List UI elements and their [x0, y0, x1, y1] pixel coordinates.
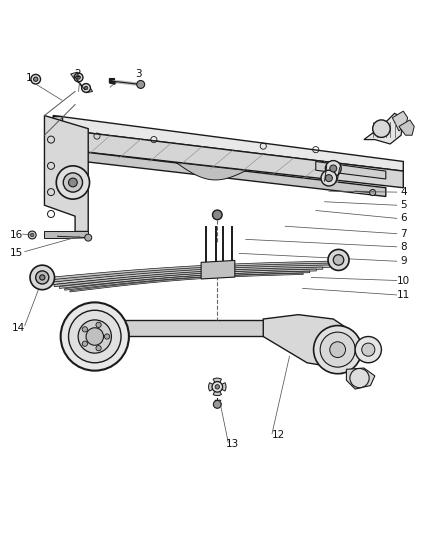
Circle shape	[212, 382, 222, 392]
Circle shape	[78, 320, 111, 353]
Circle shape	[30, 233, 34, 237]
Circle shape	[39, 275, 45, 280]
Polygon shape	[359, 341, 378, 361]
Polygon shape	[363, 114, 403, 144]
Polygon shape	[212, 387, 221, 395]
Circle shape	[84, 86, 88, 90]
Circle shape	[30, 265, 54, 290]
Text: 4: 4	[399, 187, 406, 197]
Circle shape	[81, 84, 90, 92]
Polygon shape	[398, 120, 413, 135]
Circle shape	[332, 255, 343, 265]
Polygon shape	[53, 128, 403, 188]
Polygon shape	[315, 161, 385, 179]
Circle shape	[329, 165, 336, 172]
Text: 2: 2	[74, 69, 81, 79]
Circle shape	[31, 75, 40, 84]
Text: 7: 7	[399, 229, 406, 239]
Circle shape	[74, 73, 83, 82]
Text: 13: 13	[226, 439, 239, 449]
Text: 14: 14	[11, 323, 25, 333]
Circle shape	[354, 336, 381, 363]
Text: 5: 5	[399, 200, 406, 210]
Circle shape	[96, 322, 101, 327]
Circle shape	[28, 231, 36, 239]
Circle shape	[349, 368, 368, 387]
Circle shape	[327, 249, 348, 270]
Text: 6: 6	[399, 213, 406, 223]
Circle shape	[82, 327, 87, 332]
Circle shape	[56, 166, 89, 199]
Circle shape	[86, 328, 103, 345]
Polygon shape	[71, 72, 81, 80]
Circle shape	[96, 345, 101, 351]
Text: 3: 3	[135, 69, 141, 79]
Circle shape	[213, 400, 221, 408]
Circle shape	[361, 343, 374, 356]
Polygon shape	[201, 261, 234, 279]
Polygon shape	[53, 116, 62, 197]
Circle shape	[33, 77, 38, 82]
Text: 8: 8	[399, 242, 406, 252]
Text: 10: 10	[396, 276, 409, 286]
Circle shape	[320, 170, 336, 186]
Polygon shape	[263, 314, 354, 374]
Polygon shape	[212, 378, 221, 387]
Text: 11: 11	[396, 290, 409, 300]
Circle shape	[329, 342, 345, 358]
Polygon shape	[53, 116, 403, 171]
Circle shape	[137, 80, 145, 88]
Circle shape	[325, 175, 332, 182]
Circle shape	[319, 332, 354, 367]
Circle shape	[215, 385, 219, 389]
Circle shape	[104, 334, 110, 339]
Circle shape	[313, 326, 361, 374]
Circle shape	[372, 120, 389, 138]
Circle shape	[369, 189, 375, 196]
Polygon shape	[346, 368, 374, 389]
Circle shape	[85, 234, 92, 241]
Polygon shape	[208, 383, 217, 391]
Circle shape	[325, 160, 340, 176]
Polygon shape	[81, 85, 92, 93]
Circle shape	[35, 271, 49, 284]
Circle shape	[82, 341, 87, 346]
Polygon shape	[44, 116, 88, 231]
Text: 15: 15	[9, 248, 23, 259]
Circle shape	[212, 210, 222, 220]
Polygon shape	[217, 383, 226, 391]
Circle shape	[68, 310, 121, 363]
Text: 16: 16	[9, 230, 23, 240]
Polygon shape	[392, 111, 407, 131]
Polygon shape	[53, 148, 385, 197]
Circle shape	[60, 302, 129, 370]
Text: 9: 9	[399, 256, 406, 266]
Circle shape	[77, 76, 80, 79]
Polygon shape	[44, 231, 88, 238]
Text: 1: 1	[26, 74, 32, 83]
Polygon shape	[68, 320, 280, 336]
Text: 12: 12	[271, 430, 285, 440]
Circle shape	[63, 173, 82, 192]
Circle shape	[68, 178, 77, 187]
